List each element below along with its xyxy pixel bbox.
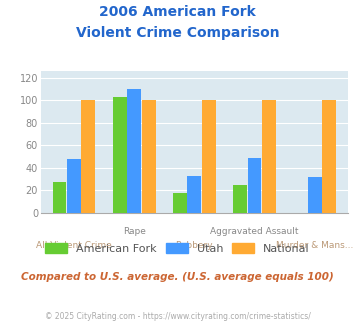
Bar: [262, 100, 276, 213]
Text: Murder & Mans...: Murder & Mans...: [276, 241, 354, 249]
Text: © 2025 CityRating.com - https://www.cityrating.com/crime-statistics/: © 2025 CityRating.com - https://www.city…: [45, 312, 310, 321]
Legend: American Fork, Utah, National: American Fork, Utah, National: [40, 238, 315, 258]
Text: Aggravated Assault: Aggravated Assault: [210, 227, 299, 236]
Bar: [202, 100, 216, 213]
Bar: [127, 89, 141, 213]
Text: Compared to U.S. average. (U.S. average equals 100): Compared to U.S. average. (U.S. average …: [21, 272, 334, 282]
Bar: [67, 159, 81, 213]
Bar: [53, 182, 66, 213]
Bar: [233, 185, 247, 213]
Text: Robbery: Robbery: [176, 241, 213, 249]
Text: 2006 American Fork: 2006 American Fork: [99, 5, 256, 19]
Bar: [308, 177, 322, 213]
Bar: [142, 100, 155, 213]
Bar: [187, 176, 201, 213]
Text: Violent Crime Comparison: Violent Crime Comparison: [76, 26, 279, 40]
Bar: [248, 158, 262, 213]
Bar: [322, 100, 336, 213]
Bar: [81, 100, 95, 213]
Text: Rape: Rape: [123, 227, 146, 236]
Bar: [173, 193, 187, 213]
Text: All Violent Crime: All Violent Crime: [36, 241, 112, 249]
Bar: [113, 97, 127, 213]
